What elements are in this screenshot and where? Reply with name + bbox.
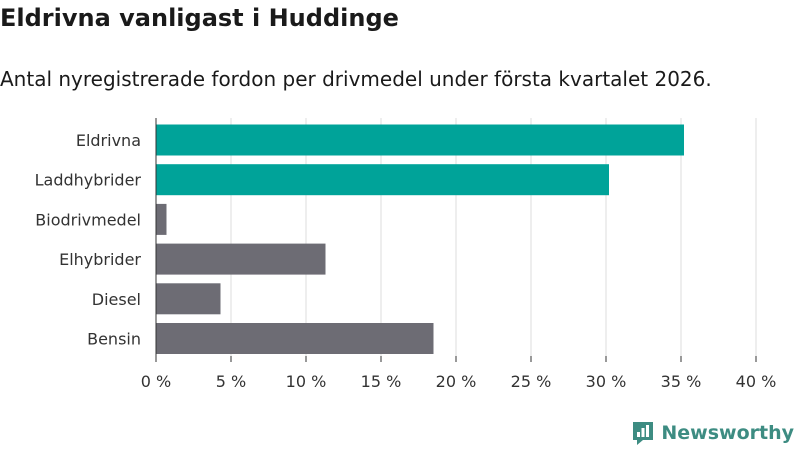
bar bbox=[156, 203, 167, 235]
x-tick-label: 10 % bbox=[286, 372, 327, 391]
brand-name: Newsworthy bbox=[661, 422, 794, 444]
x-tick-label: 40 % bbox=[736, 372, 777, 391]
chart-subtitle: Antal nyregistrerade fordon per drivmede… bbox=[0, 67, 712, 91]
x-tick-label: 15 % bbox=[361, 372, 402, 391]
category-label: Elhybrider bbox=[59, 250, 141, 269]
bar bbox=[156, 283, 221, 315]
bar bbox=[156, 124, 684, 156]
x-tick-label: 25 % bbox=[511, 372, 552, 391]
chart-title: Eldrivna vanligast i Huddinge bbox=[0, 4, 399, 32]
x-tick-label: 35 % bbox=[661, 372, 702, 391]
bar-chart-logo-icon bbox=[633, 422, 654, 445]
x-tick-label: 30 % bbox=[586, 372, 627, 391]
x-tick-label: 20 % bbox=[436, 372, 477, 391]
bar bbox=[156, 243, 326, 275]
bar bbox=[156, 164, 609, 196]
brand-logo: Newsworthy bbox=[631, 420, 794, 446]
category-label: Biodrivmedel bbox=[35, 210, 141, 229]
category-label: Laddhybrider bbox=[35, 171, 142, 190]
x-tick-label: 0 % bbox=[141, 372, 171, 391]
category-label: Eldrivna bbox=[76, 131, 141, 150]
x-tick-label: 5 % bbox=[216, 372, 246, 391]
category-label: Bensin bbox=[87, 330, 141, 349]
category-label: Diesel bbox=[92, 290, 141, 309]
bar bbox=[156, 323, 434, 354]
